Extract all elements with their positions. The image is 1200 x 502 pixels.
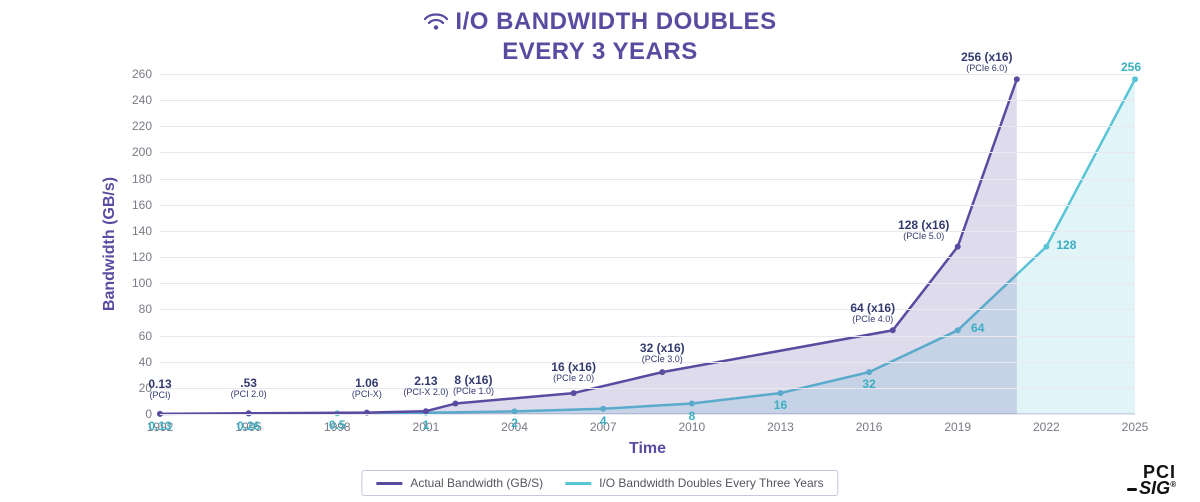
legend-label-doubling: I/O Bandwidth Doubles Every Three Years (599, 476, 824, 490)
x-tick-label: 2022 (1033, 420, 1060, 434)
y-tick-label: 220 (132, 119, 152, 133)
gridline (160, 388, 1135, 389)
logo-bottom: SIG (1139, 478, 1170, 498)
point-label: 32 (862, 378, 875, 391)
y-tick-label: 40 (139, 355, 152, 369)
point-label: 64 (971, 322, 984, 335)
y-tick-label: 100 (132, 276, 152, 290)
pci-sig-logo: PCI SIG® (1127, 464, 1176, 496)
wifi-icon (423, 10, 449, 38)
x-tick-label: 2016 (856, 420, 883, 434)
gridline (160, 336, 1135, 337)
point-label: .53(PCI 2.0) (231, 377, 267, 400)
y-tick-label: 140 (132, 224, 152, 238)
y-tick-label: 80 (139, 302, 152, 316)
legend-swatch-actual (376, 482, 402, 485)
point-label: 256 (x16)(PCIe 6.0) (961, 51, 1012, 74)
legend-label-actual: Actual Bandwidth (GB/S) (410, 476, 543, 490)
point-label: 0.26 (237, 420, 260, 433)
gridline (160, 283, 1135, 284)
gridline (160, 257, 1135, 258)
point-label: 2.13(PCI-X 2.0) (403, 375, 448, 398)
point-label: 8 (x16)(PCIe 1.0) (453, 374, 494, 397)
point-label: 64 (x16)(PCIe 4.0) (850, 302, 895, 325)
gridline (160, 309, 1135, 310)
point-label: 1 (423, 419, 430, 432)
x-tick-label: 2025 (1122, 420, 1149, 434)
y-tick-label: 120 (132, 250, 152, 264)
gridline (160, 100, 1135, 101)
y-tick-label: 260 (132, 67, 152, 81)
y-axis-title: Bandwidth (GB/s) (101, 177, 119, 311)
point-label: 16 (774, 399, 787, 412)
point-label: 256 (1121, 61, 1141, 74)
gridline (160, 179, 1135, 180)
y-tick-label: 200 (132, 145, 152, 159)
gridline (160, 126, 1135, 127)
gridline (160, 414, 1135, 415)
title-line-2: EVERY 3 YEARS (0, 38, 1200, 66)
point-label: 0.13 (148, 420, 171, 433)
point-label: 32 (x16)(PCIe 3.0) (640, 342, 685, 365)
chart-title: I/O BANDWIDTH DOUBLES EVERY 3 YEARS (0, 0, 1200, 65)
point-label: 0.5 (329, 419, 346, 432)
chart-legend: Actual Bandwidth (GB/S) I/O Bandwidth Do… (361, 470, 838, 496)
legend-item-doubling: I/O Bandwidth Doubles Every Three Years (565, 476, 824, 490)
point-label: 4 (600, 415, 607, 428)
y-tick-label: 180 (132, 172, 152, 186)
y-tick-label: 60 (139, 329, 152, 343)
legend-swatch-doubling (565, 482, 591, 485)
point-label: 2 (511, 417, 518, 430)
y-tick-label: 240 (132, 93, 152, 107)
point-label: 0.13(PCI) (148, 378, 171, 401)
point-label: 8 (688, 410, 695, 423)
point-label: 128 (1056, 239, 1076, 252)
y-tick-label: 160 (132, 198, 152, 212)
legend-item-actual: Actual Bandwidth (GB/S) (376, 476, 543, 490)
gridline (160, 205, 1135, 206)
x-tick-label: 2013 (767, 420, 794, 434)
point-label: 16 (x16)(PCIe 2.0) (551, 361, 596, 384)
bandwidth-chart: Bandwidth (GB/s) Time 020406080100120140… (90, 74, 1135, 414)
x-tick-label: 2019 (944, 420, 971, 434)
title-line-1: I/O BANDWIDTH DOUBLES (455, 8, 776, 35)
x-axis-title: Time (629, 440, 666, 458)
gridline (160, 231, 1135, 232)
gridline (160, 152, 1135, 153)
point-label: 1.06(PCI-X) (352, 377, 382, 400)
point-label: 128 (x16)(PCIe 5.0) (898, 219, 949, 242)
